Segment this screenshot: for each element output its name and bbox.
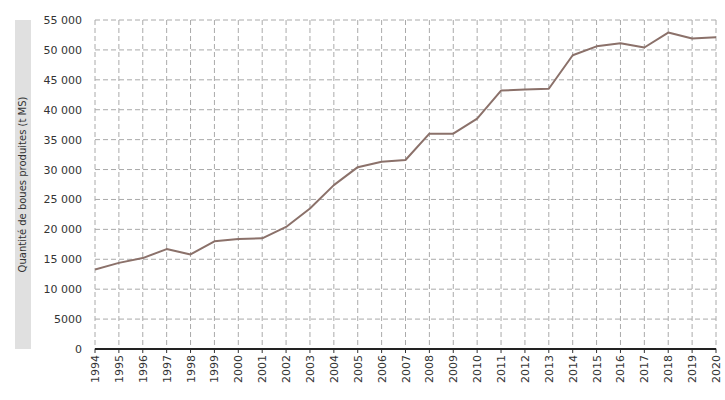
x-tick-label: 2017 [638, 355, 651, 383]
x-grid-line [95, 20, 96, 349]
x-grid-line [596, 20, 597, 349]
x-grid-line [214, 20, 215, 349]
y-tick-label: 30 000 [44, 164, 83, 177]
x-grid-line [644, 20, 645, 349]
y-tick-label: 55 000 [44, 14, 83, 27]
plot-area [95, 33, 716, 270]
y-label-band [15, 20, 31, 349]
x-grid-line [668, 20, 669, 349]
y-tick-label: 25 000 [44, 193, 83, 206]
x-tick-label: 1994 [89, 355, 102, 383]
x-tick-label: 2000 [232, 355, 245, 383]
y-tick-label: 5000 [54, 313, 82, 326]
x-grid-line [166, 20, 167, 349]
x-grid-line [405, 20, 406, 349]
y-grid-line [95, 169, 716, 170]
x-tick-label: 2015 [591, 355, 604, 383]
x-tick-label: 2007 [400, 355, 413, 383]
y-grid-line [95, 49, 716, 50]
x-grid-line [309, 20, 310, 349]
y-tick-label: 10 000 [44, 283, 83, 296]
x-tick-label: 2003 [304, 355, 317, 383]
x-tick-label: 2006 [376, 355, 389, 383]
y-grid-line [95, 139, 716, 140]
x-tick-label: 1997 [161, 355, 174, 383]
x-tick-label: 2013 [543, 355, 556, 383]
x-grid-line [286, 20, 287, 349]
x-tick-label: 2016 [614, 355, 627, 383]
x-tick-label: 2018 [662, 355, 675, 383]
x-grid-line [381, 20, 382, 349]
x-grid-line [238, 20, 239, 349]
chart: Quantité de boues produites (t MS) 0 5000 1… [0, 0, 725, 400]
y-tick-label: 15 000 [44, 253, 83, 266]
x-grid-line [453, 20, 454, 349]
x-grid-line [572, 20, 573, 349]
x-axis-line [95, 348, 716, 350]
x-tick-label: 1996 [137, 355, 150, 383]
x-tick-label: 2019 [686, 355, 699, 383]
y-tick-label: 35 000 [44, 134, 83, 147]
x-tick-label: 1999 [208, 355, 221, 383]
x-grid-line [524, 20, 525, 349]
y-tick-label: 20 000 [44, 223, 83, 236]
y-tick-label: 45 000 [44, 74, 83, 87]
x-tick-label: 1995 [113, 355, 126, 383]
x-tick-label: 2001 [256, 355, 269, 383]
x-tick-label: 2011 [495, 355, 508, 383]
x-tick-label: 2004 [328, 355, 341, 383]
x-tick-label: 2010 [471, 355, 484, 383]
x-grid-line [692, 20, 693, 349]
x-tick-label: 1998 [185, 355, 198, 383]
x-tick-label: 2009 [447, 355, 460, 383]
x-grid-line [548, 20, 549, 349]
x-tick-label: 2005 [352, 355, 365, 383]
x-grid-line [190, 20, 191, 349]
x-grid-line [262, 20, 263, 349]
x-grid-line [118, 20, 119, 349]
x-tick-label: 2020 [710, 355, 723, 383]
x-grid-line [142, 20, 143, 349]
x-tick-label: 2008 [423, 355, 436, 383]
y-tick-label: 40 000 [44, 104, 83, 117]
x-grid-line [357, 20, 358, 349]
x-tick-label: 2014 [567, 355, 580, 383]
x-grid-line [716, 20, 717, 349]
data-line [95, 33, 716, 270]
y-axis-label: Quantité de boues produites (t MS) [17, 96, 28, 272]
y-tick-label: 0 [75, 343, 82, 356]
x-grid-line [429, 20, 430, 349]
x-grid-line [620, 20, 621, 349]
x-tick-label: 2012 [519, 355, 532, 383]
x-tick-label: 2002 [280, 355, 293, 383]
y-grid-line [95, 349, 716, 350]
y-grid-line [95, 259, 716, 260]
y-tick-label: 50 000 [44, 44, 83, 57]
x-grid-line [477, 20, 478, 349]
x-grid-line [501, 20, 502, 349]
